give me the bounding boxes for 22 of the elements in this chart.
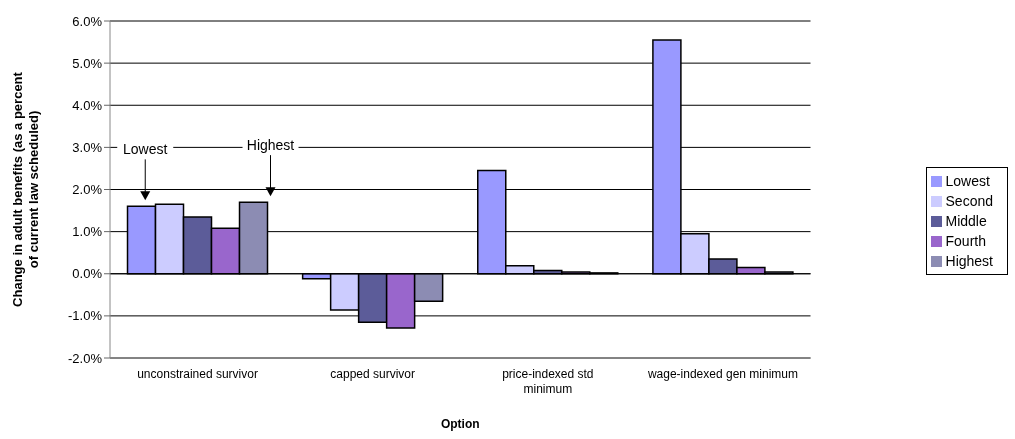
x-tick-label: unconstrained survivor <box>137 367 258 381</box>
annotation: Lowest <box>123 141 168 158</box>
legend-label: Highest <box>945 252 993 269</box>
y-tick-label: 6.0% <box>72 13 103 29</box>
annotation: Highest <box>246 137 295 154</box>
y-tick-label: 0.0% <box>72 266 103 282</box>
y-axis-title: Change in adult benefits (as a percent of current law scheduled) <box>10 71 41 307</box>
x-tick-label: wage-indexed gen minimum <box>646 367 798 381</box>
x-tick-label: capped survivor <box>330 367 416 381</box>
legend-label: Second <box>945 192 993 209</box>
x-tick-label: price-indexed std minimum <box>502 367 594 396</box>
legend-label: Lowest <box>945 172 990 189</box>
x-axis-title: Option <box>440 417 480 431</box>
y-tick-label: -1.0% <box>68 308 103 324</box>
y-tick-label: 1.0% <box>72 224 103 240</box>
y-tick-label: 2.0% <box>72 182 103 198</box>
y-tick-label: -2.0% <box>68 350 103 366</box>
legend-label: Middle <box>945 212 987 229</box>
y-tick-label: 5.0% <box>72 55 103 71</box>
y-tick-label: 3.0% <box>72 139 103 155</box>
y-tick-label: 4.0% <box>72 97 103 113</box>
legend-label: Fourth <box>945 232 986 249</box>
